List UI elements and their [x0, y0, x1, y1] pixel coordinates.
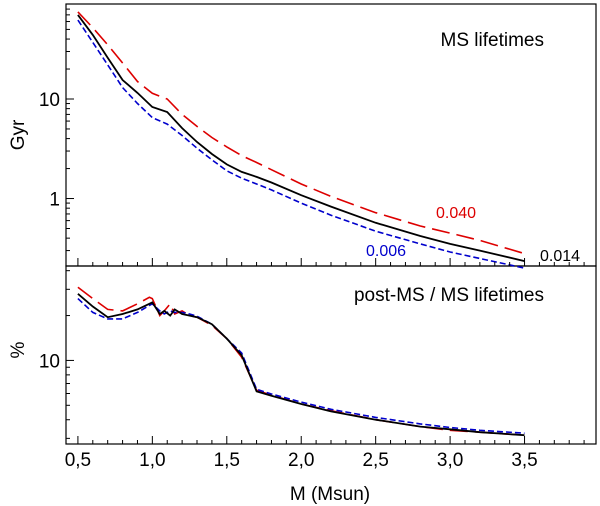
- top-y-tick-label: 10: [39, 90, 60, 111]
- x-tick-label: 3,0: [437, 450, 463, 471]
- x-tick-label: 1,5: [214, 450, 240, 471]
- x-tick-label: 2,0: [288, 450, 314, 471]
- top-series-z0006-line: [77, 19, 525, 269]
- bot-y-tick-label: 10: [39, 351, 60, 372]
- x-tick-label: 0,5: [65, 450, 91, 471]
- series-label-red: 0.040: [436, 205, 476, 222]
- top-y-axis-label: Gyr: [8, 119, 29, 150]
- x-tick-label: 3,5: [511, 450, 537, 471]
- bottom-panel-title: post-MS / MS lifetimes: [354, 285, 544, 306]
- top-series-z0014-line: [77, 14, 525, 262]
- x-axis-label: M (Msun): [290, 484, 370, 505]
- x-tick-label: 2,5: [362, 450, 388, 471]
- bottom-y-axis-label: %: [8, 341, 29, 358]
- bottom-series-z0006-line: [77, 298, 525, 434]
- top-y-tick-label: 1: [49, 190, 60, 211]
- top-series-z0040-line: [77, 11, 525, 255]
- series-label-blue: 0.006: [366, 243, 406, 260]
- axis-ticks: 1 10 10 0,5 1,0 1,5 2,0 2,5 3,0 3,5: [39, 3, 585, 471]
- top-plot-area: [77, 11, 525, 269]
- bottom-series-z0014-line: [77, 293, 525, 437]
- x-tick-label: 1,0: [139, 450, 165, 471]
- bottom-series-z0040-line: [77, 286, 525, 436]
- bottom-plot-area: [77, 286, 525, 437]
- top-panel-title: MS lifetimes: [441, 30, 544, 51]
- series-label-black: 0.014: [540, 248, 580, 265]
